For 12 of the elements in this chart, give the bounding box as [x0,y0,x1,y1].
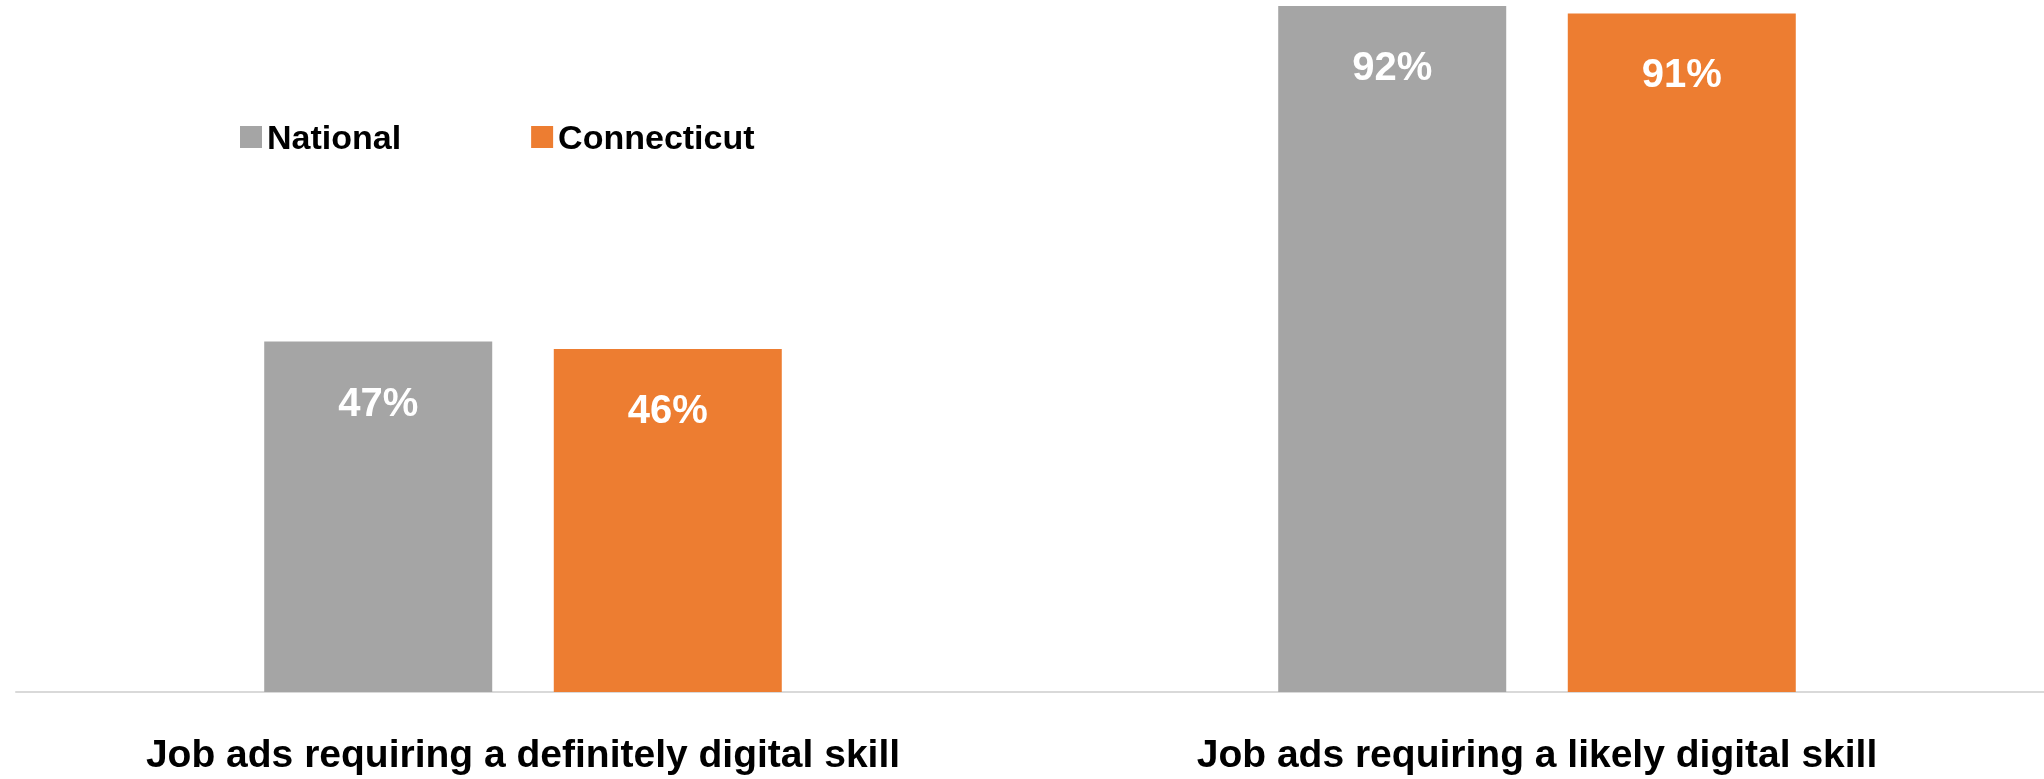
data-label: 46% [627,387,708,431]
bar [264,341,493,692]
data-label: 91% [1641,51,1722,96]
x-tick-label: Job ads requiring a definitely digital skill [145,732,901,775]
legend-label: Connecticut [558,118,755,156]
data-label: 47% [338,379,419,424]
bar [1567,13,1796,692]
data-label: 92% [1352,44,1433,88]
bar [1278,6,1507,692]
bar [553,349,782,692]
legend-label: National [267,118,402,156]
x-tick-label: Job ads requiring a likely digital skill [1196,732,1878,775]
